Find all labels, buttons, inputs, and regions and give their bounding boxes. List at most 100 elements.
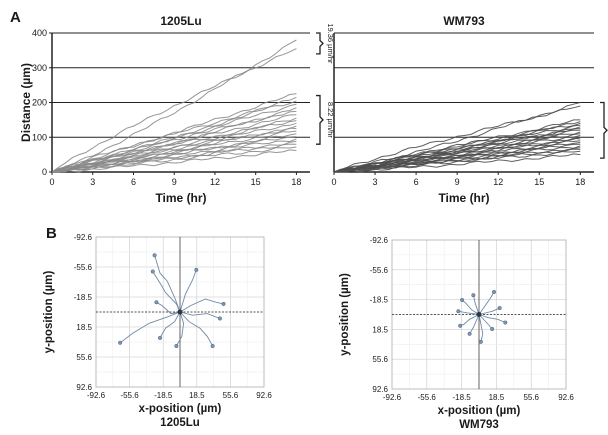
y-tick-label: 92.6: [372, 385, 388, 394]
track-endpoint: [221, 301, 226, 306]
y-tick-label: -92.6: [74, 233, 93, 242]
x-tick-label: 18: [291, 177, 301, 187]
y-tick-label: 92.6: [76, 383, 92, 392]
x-axis-label: Time (hr): [155, 191, 206, 205]
y-tick-label: 18.5: [372, 325, 388, 334]
track-endpoint: [118, 340, 123, 345]
cell-track: [469, 314, 480, 335]
x-tick-label: -18.5: [154, 391, 173, 400]
x-tick-label: -18.5: [453, 393, 472, 402]
origin-point: [476, 312, 482, 317]
x-tick-label: 9: [172, 177, 177, 187]
series-line: [333, 105, 581, 173]
track-endpoint: [194, 267, 199, 272]
series-line: [51, 136, 297, 173]
cell-track: [478, 307, 500, 315]
origin-point: [177, 309, 183, 315]
y-tick-label: -55.6: [370, 266, 389, 275]
series-line: [51, 48, 297, 173]
cell-track: [478, 314, 493, 330]
x-tick-label: 0: [49, 177, 54, 187]
series-line: [51, 100, 297, 173]
x-axis-label: Time (hr): [438, 191, 489, 205]
track-endpoint: [456, 309, 461, 314]
panel-b-wm793-chart: -92.6 -55.6 -18.5 18.5 55.6 92.6-92.6-55.6-18…: [339, 236, 574, 431]
cell-track: [156, 301, 181, 315]
track-endpoint: [478, 339, 483, 344]
track-endpoint: [154, 300, 159, 305]
y-axis-label: y-position (µm): [43, 271, 55, 354]
series-line: [333, 122, 581, 173]
series-line: [51, 39, 297, 173]
track-endpoint: [471, 293, 476, 298]
y-tick-label: 300: [32, 63, 47, 73]
annotation-bracket: [316, 32, 324, 55]
series-line: [51, 149, 297, 173]
panel-a-label: A: [10, 9, 21, 26]
chart-title: 1205Lu: [160, 417, 200, 429]
track-endpoint: [491, 289, 497, 295]
track-endpoint: [497, 306, 502, 311]
y-tick-label: 400: [32, 28, 47, 38]
cell-track: [154, 255, 181, 313]
track-endpoint: [174, 343, 179, 349]
cell-track: [179, 311, 214, 347]
cell-track: [461, 299, 480, 315]
x-tick-label: -92.6: [87, 391, 106, 400]
x-tick-label: 12: [210, 177, 220, 187]
y-tick-label: 0: [42, 167, 47, 177]
x-tick-label: 3: [90, 177, 95, 187]
cell-track: [179, 311, 221, 319]
chart-title: WM793: [459, 419, 499, 431]
cell-track: [179, 298, 224, 313]
annotation-label: 19.36 µm/hr: [326, 23, 335, 64]
y-tick-label: 18.5: [76, 323, 92, 332]
track-endpoint: [460, 297, 465, 303]
cell-track: [458, 310, 480, 315]
y-tick-label: -18.5: [370, 296, 389, 305]
cell-track: [478, 291, 495, 315]
x-tick-label: 15: [534, 177, 544, 187]
x-tick-label: 18.5: [189, 391, 205, 400]
x-tick-label: 12: [493, 177, 503, 187]
track-endpoint: [152, 253, 157, 258]
y-axis-label: y-position (µm): [339, 273, 351, 356]
x-tick-label: 92.6: [256, 391, 272, 400]
cell-track: [119, 311, 181, 344]
y-tick-label: 55.6: [76, 353, 92, 362]
x-tick-label: 18.5: [489, 393, 505, 402]
panel-b-1205lu-chart: -92.6 -55.6 -18.5 18.5 55.6 92.6-92.6-55.6-18…: [43, 233, 272, 429]
cell-track: [176, 311, 185, 347]
series-line: [51, 127, 297, 173]
y-tick-label: -55.6: [74, 263, 93, 272]
series-line: [51, 110, 297, 173]
y-tick-label: 55.6: [372, 355, 388, 364]
x-tick-label: -92.6: [383, 393, 402, 402]
series-line: [333, 102, 581, 173]
series-line: [333, 153, 581, 173]
panel-a-1205lu-chart: 0 3 6 9 12 15 18 0 100 200 300 400 1205Lu Time (hr) Di…: [19, 14, 335, 205]
x-tick-label: -55.6: [418, 393, 437, 402]
y-tick-label: 100: [32, 132, 47, 142]
cell-track: [478, 314, 484, 343]
x-tick-label: 55.6: [523, 393, 539, 402]
track-endpoint: [467, 331, 472, 336]
track-endpoint: [217, 316, 222, 321]
cell-track: [472, 295, 480, 315]
x-axis-label: x-position (µm): [438, 405, 521, 417]
cell-track: [159, 311, 181, 339]
x-tick-label: 0: [331, 177, 336, 187]
cell-track: [478, 314, 506, 323]
track-endpoint: [458, 323, 463, 328]
y-axis-label: Distance (µm): [19, 63, 33, 142]
y-tick-label: -92.6: [370, 236, 389, 245]
x-tick-label: 15: [251, 177, 261, 187]
x-tick-label: 6: [131, 177, 136, 187]
annotation-bracket: [600, 101, 608, 159]
x-axis-label: x-position (µm): [139, 403, 222, 415]
y-tick-label: -18.5: [74, 293, 93, 302]
track-endpoint: [157, 335, 163, 340]
series-line: [51, 120, 297, 173]
